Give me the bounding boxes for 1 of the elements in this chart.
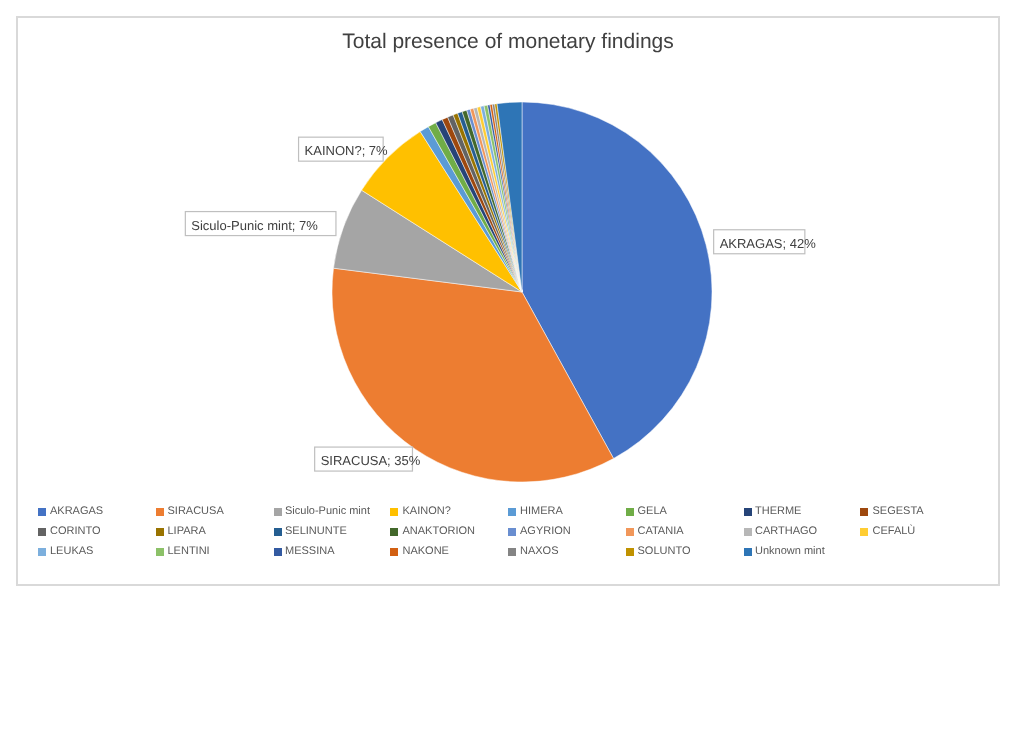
chart-title: Total presence of monetary findings: [340, 30, 676, 54]
